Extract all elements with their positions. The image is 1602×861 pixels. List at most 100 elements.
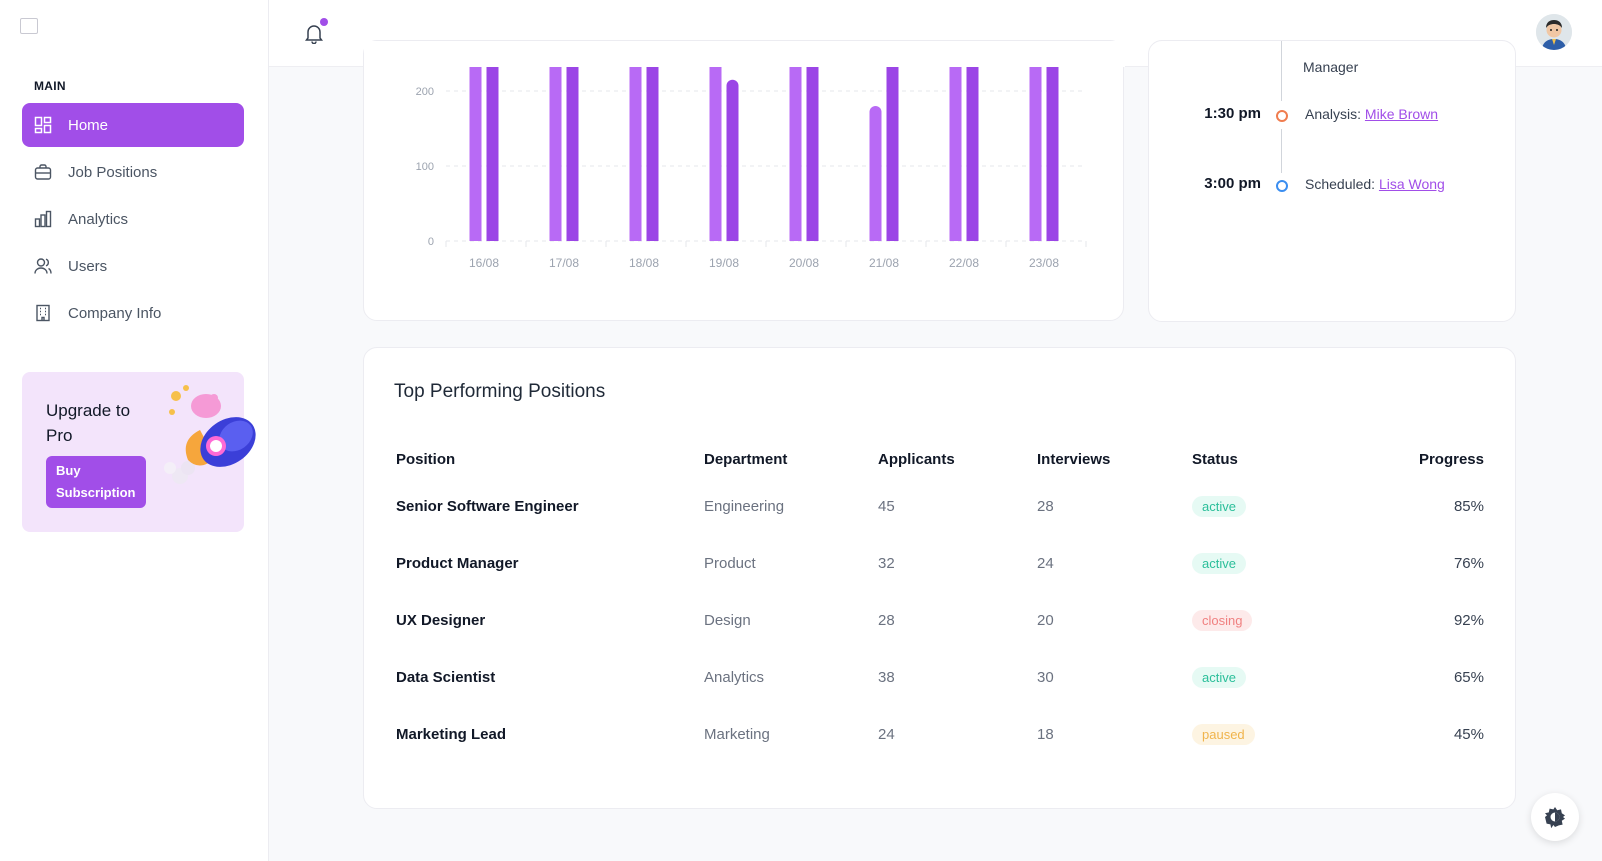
x-tick-label: 21/08 — [869, 256, 899, 270]
bell-icon[interactable] — [303, 22, 325, 44]
top-positions-card: Top Performing Positions Position Depart… — [363, 347, 1516, 809]
sidebar-item-label: Company Info — [68, 304, 162, 322]
schedule-time: 1:30 pm — [1204, 105, 1261, 122]
sidebar-item-label: Home — [68, 116, 109, 134]
sidebar-item-label: Users — [68, 257, 108, 275]
schedule-text: Analysis: Mike Brown — [1305, 106, 1438, 122]
x-tick-label: 23/08 — [1029, 256, 1059, 270]
department-cell: Product — [704, 555, 756, 572]
bar — [949, 37, 962, 241]
bar — [789, 37, 802, 241]
applicants-cell: 24 — [878, 726, 895, 743]
column-header: Department — [704, 450, 788, 468]
interviews-cell: 24 — [1037, 555, 1054, 572]
settings-sun-icon — [1545, 807, 1565, 828]
status-badge: closing — [1192, 610, 1253, 631]
x-tick-label: 22/08 — [949, 256, 979, 270]
bar — [966, 37, 979, 241]
x-tick-label: 18/08 — [629, 256, 659, 270]
bar — [629, 37, 642, 241]
bar — [886, 37, 899, 241]
interviews-cell: 30 — [1037, 669, 1054, 686]
bar — [549, 37, 562, 241]
status-badge: paused — [1192, 724, 1255, 745]
table-row[interactable]: Marketing Lead Marketing 24 18 paused 45% — [380, 706, 1500, 763]
buy-subscription-button[interactable]: Buy Subscription — [46, 456, 146, 508]
applicants-cell: 45 — [878, 498, 895, 515]
y-tick-label: 100 — [416, 161, 434, 173]
section-label: MAIN — [34, 79, 66, 93]
upgrade-title: Upgrade to Pro — [46, 401, 131, 445]
applicants-cell: 38 — [878, 669, 895, 686]
positions-table: Position Department Applicants Interview… — [380, 440, 1500, 763]
header-overlap-mask — [364, 41, 1125, 67]
notification-dot — [320, 18, 328, 26]
department-cell: Engineering — [704, 498, 785, 515]
interviews-cell: 28 — [1037, 498, 1054, 515]
y-tick-label: 200 — [416, 86, 434, 98]
bar — [1029, 37, 1042, 241]
progress-cell: 92% — [1453, 612, 1484, 629]
table-row[interactable]: Data Scientist Analytics 38 30 active 65% — [380, 649, 1500, 706]
status-badge: active — [1192, 553, 1246, 574]
theme-toggle-button[interactable] — [1531, 793, 1579, 841]
sidebar-item-home[interactable]: Home — [22, 103, 244, 147]
avatar[interactable] — [1536, 14, 1572, 50]
table-row[interactable]: UX Designer Design 28 20 closing 92% — [380, 592, 1500, 649]
schedule-cut-text: Manager — [1303, 59, 1359, 75]
upgrade-card: Upgrade to Pro Buy Subscription — [22, 372, 256, 532]
status-cell: active — [1176, 478, 1336, 535]
schedule-item: 1:30 pm Analysis: Mike Brown — [1149, 105, 1515, 127]
applicants-cell: 32 — [878, 555, 895, 572]
schedule-person-link[interactable]: Lisa Wong — [1378, 176, 1445, 192]
schedule-person-link[interactable]: Mike Brown — [1364, 106, 1439, 122]
position-cell: Marketing Lead — [396, 726, 507, 743]
department-cell: Design — [704, 612, 751, 629]
sidebar-nav: Home Job Positions Analytics Users Compa… — [22, 103, 244, 338]
x-tick-label: 19/08 — [709, 256, 739, 270]
x-tick-label: 16/08 — [469, 256, 499, 270]
applications-chart-card: 0 100 200 16/08 17/08 18/08 19/08 20/08 21/08 22/… — [363, 37, 1125, 321]
status-cell: active — [1176, 535, 1336, 592]
department-cell: Marketing — [704, 726, 770, 743]
progress-cell: 76% — [1453, 555, 1484, 572]
bar — [726, 79, 739, 241]
users-icon — [34, 257, 52, 275]
sidebar-item-company-info[interactable]: Company Info — [22, 291, 244, 335]
building-icon — [34, 304, 52, 322]
rocket-illustration-icon — [164, 385, 256, 484]
logo-image[interactable] — [20, 18, 38, 34]
x-tick-label: 20/08 — [789, 256, 819, 270]
schedule-item: 3:00 pm Scheduled: Lisa Wong — [1149, 175, 1515, 197]
status-cell: active — [1176, 649, 1336, 706]
position-cell: Senior Software Engineer — [396, 498, 579, 515]
timeline-dot — [1276, 110, 1288, 122]
timeline-dot — [1276, 180, 1288, 192]
sidebar-item-job-positions[interactable]: Job Positions — [22, 150, 244, 194]
x-tick-label: 17/08 — [549, 256, 579, 270]
status-badge: active — [1192, 667, 1246, 688]
sidebar: MAIN Home Job Positions Analytics Users — [0, 0, 269, 861]
table-row[interactable]: Senior Software Engineer Engineering 45 28 a… — [380, 478, 1500, 535]
bar — [806, 37, 819, 241]
bar — [469, 37, 482, 241]
interviews-cell: 20 — [1037, 612, 1054, 629]
schedule-prefix: Scheduled: — [1305, 176, 1379, 192]
progress-cell: 65% — [1453, 669, 1484, 686]
applicants-cell: 28 — [878, 612, 895, 629]
progress-cell: 45% — [1453, 726, 1484, 743]
column-header: Applicants — [878, 450, 955, 468]
bar-chart-icon — [34, 210, 52, 228]
sidebar-item-users[interactable]: Users — [22, 244, 244, 288]
status-cell: paused — [1176, 706, 1336, 763]
sidebar-item-analytics[interactable]: Analytics — [22, 197, 244, 241]
position-cell: UX Designer — [396, 612, 486, 629]
table-row[interactable]: Product Manager Product 32 24 active 76% — [380, 535, 1500, 592]
position-cell: Data Scientist — [396, 669, 496, 686]
schedule-text: Scheduled: Lisa Wong — [1305, 176, 1445, 192]
department-cell: Analytics — [704, 669, 765, 686]
schedule-card: Manager 1:30 pm Analysis: Mike Brown 3:0… — [1148, 40, 1516, 322]
status-badge: active — [1192, 496, 1246, 517]
timeline-line — [1281, 41, 1282, 101]
y-tick-label: 0 — [428, 236, 434, 248]
